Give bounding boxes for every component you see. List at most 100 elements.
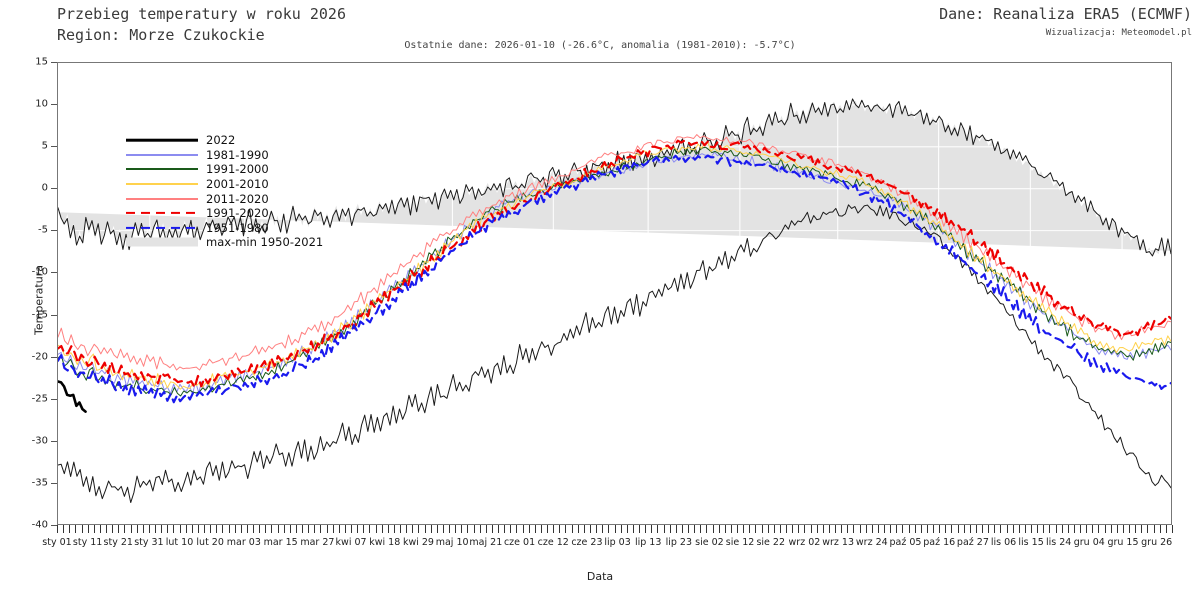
x-tick-mark [1024, 525, 1026, 533]
legend-item[interactable]: 1991-2020 [126, 206, 366, 221]
x-tick-mark [571, 525, 573, 533]
visualization-credit: Wizualizacja: Meteomodel.pl [1045, 28, 1192, 38]
x-tick-mark [479, 525, 481, 533]
y-tick-label: -40 [31, 519, 48, 531]
x-tick-label: maj 21 [469, 537, 503, 548]
legend-item[interactable]: max-min 1950-2021 [126, 235, 366, 250]
y-tick-mark [51, 525, 57, 526]
x-tick-label: mar 27 [300, 537, 335, 548]
x-tick-mark [87, 525, 89, 533]
x-tick-mark [920, 525, 922, 533]
x-tick-mark [669, 525, 671, 533]
x-tick-mark [755, 525, 757, 533]
legend-item-label: 1951-1980 [206, 220, 269, 235]
x-tick-label: gru 04 [1073, 537, 1105, 548]
x-tick-mark [651, 525, 653, 533]
x-tick-mark [406, 525, 408, 533]
x-tick-mark [853, 525, 855, 533]
x-tick-mark [743, 525, 745, 533]
legend-item[interactable]: 1981-1990 [126, 148, 366, 163]
x-tick-mark [1098, 525, 1100, 533]
legend-item-label: 2011-2020 [206, 191, 269, 206]
x-tick-label: wrz 24 [855, 537, 888, 548]
x-tick-mark [63, 525, 65, 533]
legend-item[interactable]: 1951-1980 [126, 221, 366, 236]
x-tick-mark [1037, 525, 1039, 533]
x-tick-mark [118, 525, 120, 533]
x-tick-mark [926, 525, 928, 533]
x-tick-label: sie 02 [695, 537, 724, 548]
y-tick-label: -25 [31, 393, 48, 405]
x-tick-mark [510, 525, 512, 533]
max-min-band [58, 100, 1171, 256]
x-tick-label: sty 01 [42, 537, 72, 548]
x-tick-mark [308, 525, 310, 533]
x-tick-mark [161, 525, 163, 533]
x-tick-mark [706, 525, 708, 533]
x-tick-label: cze 12 [537, 537, 569, 548]
legend-item[interactable]: 2011-2020 [126, 191, 366, 206]
x-tick-mark [694, 525, 696, 533]
gold-line [126, 178, 198, 190]
series-line-2022 [58, 380, 87, 413]
x-axis-title: Data [586, 570, 614, 583]
x-tick-mark [1031, 525, 1033, 533]
x-tick-mark [792, 525, 794, 533]
chart-legend: 2022 1981-1990 1991-2000 2001-2010 2011-2020… [126, 133, 366, 250]
legend-item[interactable]: 2022 [126, 133, 366, 148]
x-tick-label: lut 20 [196, 537, 224, 548]
x-tick-label: maj 10 [435, 537, 469, 548]
x-tick-mark [1122, 525, 1124, 533]
x-tick-mark [369, 525, 371, 533]
x-tick-mark [240, 525, 242, 533]
x-tick-mark [363, 525, 365, 533]
legend-item-label: 2022 [206, 133, 236, 148]
x-tick-mark [295, 525, 297, 533]
band-min-line [58, 204, 1171, 504]
x-tick-mark [712, 525, 714, 533]
legend-item[interactable]: 1991-2000 [126, 162, 366, 177]
x-tick-label: sty 31 [134, 537, 164, 548]
x-tick-mark [99, 525, 101, 533]
x-tick-mark [148, 525, 150, 533]
x-tick-label: cze 01 [503, 537, 536, 548]
y-tick-mark [51, 398, 57, 400]
x-tick-mark [534, 525, 536, 533]
x-tick-mark [841, 525, 843, 533]
x-tick-mark [835, 525, 837, 533]
x-tick-mark [681, 525, 683, 533]
x-tick-mark [234, 525, 236, 533]
plot-area: 2022 1981-1990 1991-2000 2001-2010 2011-2020… [57, 62, 1172, 525]
x-tick-mark [1165, 525, 1167, 533]
x-tick-mark [847, 525, 849, 533]
x-tick-mark [204, 525, 206, 533]
x-tick-mark [1006, 525, 1008, 533]
x-tick-mark [589, 525, 591, 533]
x-tick-mark [1172, 525, 1173, 533]
chart-header-left: Przebieg temperatury w roku 2026 Region:… [57, 4, 346, 46]
x-tick-mark [786, 525, 788, 533]
x-tick-mark [185, 525, 187, 533]
legend-item[interactable]: 2001-2010 [126, 177, 366, 192]
y-tick-label: -5 [38, 224, 48, 236]
y-tick-label: -30 [31, 435, 48, 447]
x-tick-mark [779, 525, 781, 533]
x-tick-mark [553, 525, 555, 533]
x-tick-label: lip 23 [665, 537, 693, 548]
x-tick-mark [773, 525, 775, 533]
x-tick-mark [289, 525, 291, 533]
x-tick-mark [1092, 525, 1094, 533]
x-tick-mark [1080, 525, 1082, 533]
x-tick-mark [485, 525, 487, 533]
x-tick-mark [583, 525, 585, 533]
x-tick-mark [400, 525, 402, 533]
x-tick-mark [914, 525, 916, 533]
x-tick-label: paź 16 [923, 537, 956, 548]
x-tick-mark [896, 525, 898, 533]
x-tick-mark [596, 525, 598, 533]
x-tick-mark [222, 525, 224, 533]
x-tick-mark [945, 525, 947, 533]
x-tick-mark [516, 525, 518, 533]
x-tick-mark [246, 525, 248, 533]
band-max-line [58, 98, 1171, 257]
